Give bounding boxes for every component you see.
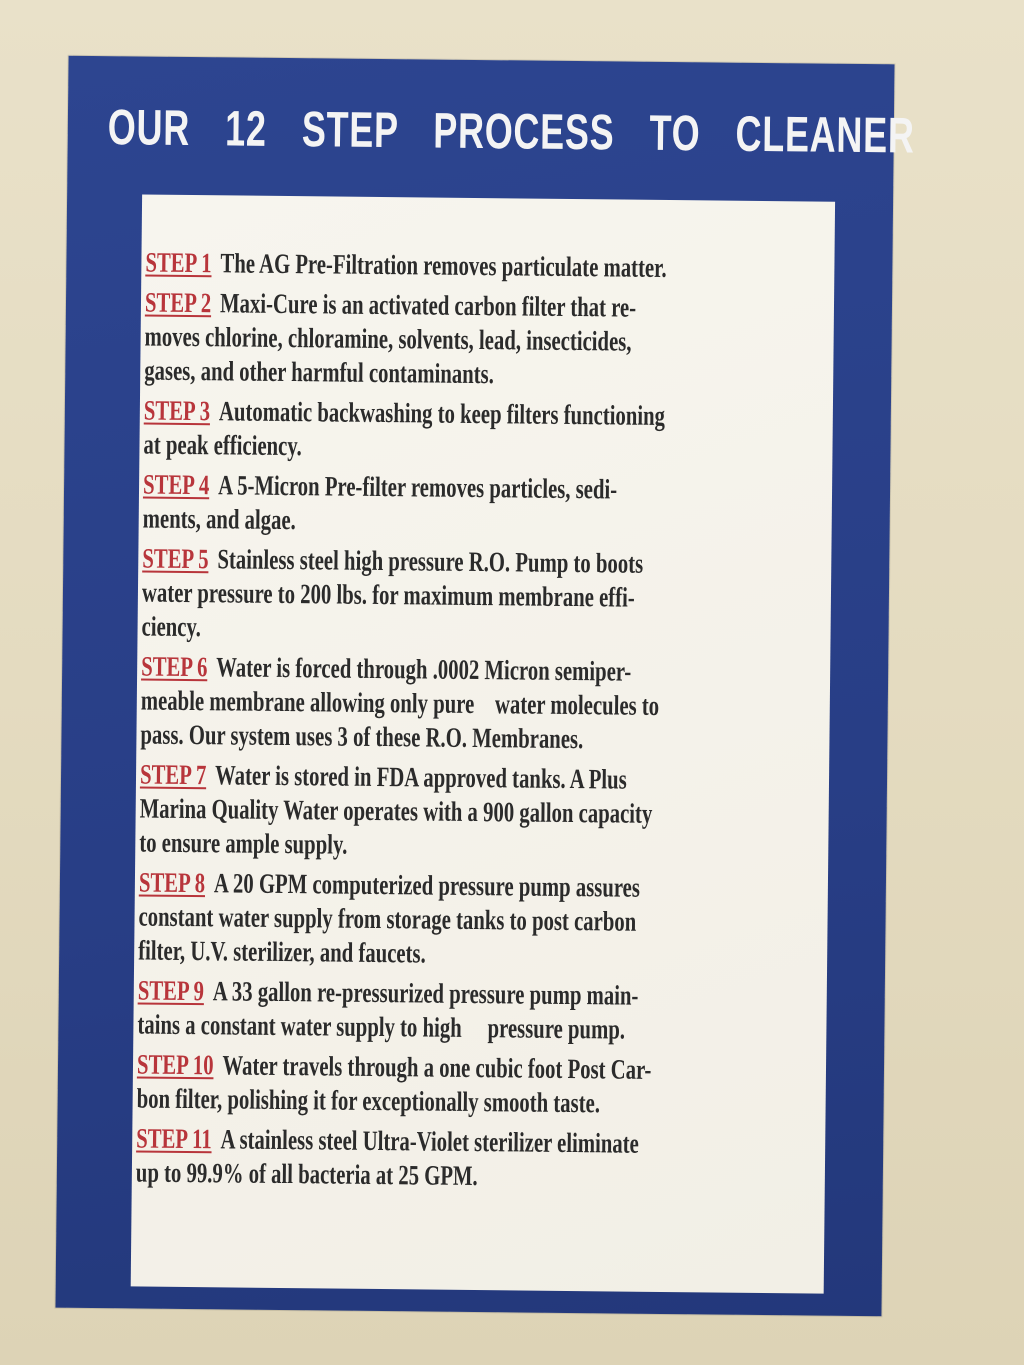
step-item: STEP 11 A stainless steel Ultra-Violet st… (136, 1122, 841, 1197)
step-line: STEP 6 Water is forced through .0002 Micr… (141, 651, 663, 690)
step-label: STEP 7 (139, 759, 207, 792)
step-label: STEP 2 (144, 287, 212, 320)
step-line: at peak efficiency. (143, 429, 665, 468)
step-label: STEP 6 (141, 651, 208, 684)
step-text: at peak efficiency. (143, 429, 302, 463)
step-line: constant water supply from storage tanks… (138, 900, 660, 939)
step-line: filter, U.V. sterilizer, and faucets. (138, 934, 660, 973)
step-line: STEP 5 Stainless steel high pressure R.O.… (142, 543, 664, 582)
sign-panel: OUR 12 STEP PROCESS TO CLEANER STEP 1 The… (55, 55, 915, 1317)
step-item: STEP 5 Stainless steel high pressure R.O.… (141, 543, 846, 652)
step-text: Water travels through a one cubic foot P… (222, 1050, 652, 1086)
step-line: STEP 10 Water travels through a one cubic… (137, 1048, 659, 1087)
step-label: STEP 11 (136, 1123, 212, 1156)
step-line: up to 99.9% of all bacteria at 25 GPM. (136, 1156, 658, 1195)
step-line: to ensure ample supply. (139, 826, 661, 865)
step-label: STEP 3 (143, 395, 211, 428)
step-text: moves chlorine, chloramine, solvents, le… (144, 321, 632, 358)
sign-title: OUR 12 STEP PROCESS TO CLEANER (107, 99, 915, 164)
step-text: water pressure to 200 lbs. for maximum m… (141, 577, 635, 614)
step-text: up to 99.9% of all bacteria at 25 GPM. (135, 1157, 478, 1193)
step-label: STEP 4 (142, 469, 210, 502)
step-line: moves chlorine, chloramine, solvents, le… (144, 321, 666, 360)
step-text: to ensure ample supply. (139, 827, 348, 861)
step-line: ments, and algae. (143, 503, 665, 542)
step-line: STEP 11 A stainless steel Ultra-Violet st… (136, 1122, 658, 1161)
step-text: Water is forced through .0002 Micron sem… (216, 652, 632, 688)
step-line: water pressure to 200 lbs. for maximum m… (142, 577, 664, 616)
step-line: pass. Our system uses 3 of these R.O. Me… (140, 719, 662, 758)
step-text: Maxi-Cure is an activated carbon filter … (219, 288, 637, 324)
step-text: gases, and other harmful contaminants. (144, 355, 495, 391)
step-text: tains a constant water supply to high pr… (137, 1009, 626, 1046)
steps-list: STEP 1 The AG Pre-Filtration removes part… (136, 247, 850, 1204)
step-line: ciency. (141, 611, 663, 650)
step-item: STEP 10 Water travels through a one cubic… (136, 1048, 841, 1123)
step-text: Marina Quality Water operates with a 900… (139, 793, 653, 830)
step-label: STEP 9 (137, 975, 205, 1008)
step-text: Automatic backwashing to keep filters fu… (218, 396, 666, 432)
step-text: Water is stored in FDA approved tanks. A… (214, 760, 627, 796)
step-line: tains a constant water supply to high pr… (137, 1008, 659, 1047)
step-text: ments, and algae. (142, 503, 296, 537)
step-line: bon filter, polishing it for exceptional… (136, 1082, 658, 1121)
step-label: STEP 5 (142, 543, 209, 576)
step-line: STEP 7 Water is stored in FDA approved ta… (140, 758, 662, 797)
step-text: A stainless steel Ultra-Violet sterilize… (220, 1124, 639, 1160)
step-text: meable membrane allowing only pure water… (140, 685, 660, 722)
step-text: pass. Our system uses 3 of these R.O. Me… (140, 719, 584, 756)
step-text: filter, U.V. sterilizer, and faucets. (138, 935, 426, 970)
step-line: meable membrane allowing only pure water… (141, 685, 663, 724)
step-label: STEP 1 (145, 247, 212, 280)
step-text: ciency. (141, 611, 202, 644)
step-text: A 5-Micron Pre-filter removes particles,… (218, 470, 618, 506)
step-text: Stainless steel high pressure R.O. Pump … (217, 544, 644, 580)
step-label: STEP 8 (138, 867, 206, 900)
steps-card: STEP 1 The AG Pre-Filtration removes part… (130, 194, 836, 1294)
step-line: STEP 1 The AG Pre-Filtration removes part… (145, 247, 667, 286)
step-text: A 20 GPM computerized pressure pump assu… (213, 868, 641, 904)
step-line: Marina Quality Water operates with a 900… (140, 792, 662, 831)
step-text: bon filter, polishing it for exceptional… (136, 1083, 601, 1120)
step-item: STEP 1 The AG Pre-Filtration removes part… (145, 247, 850, 288)
step-line: STEP 2 Maxi-Cure is an activated carbon f… (145, 287, 667, 326)
step-line: gases, and other harmful contaminants. (144, 355, 666, 394)
step-item: STEP 2 Maxi-Cure is an activated carbon f… (144, 287, 849, 396)
step-label: STEP 10 (136, 1049, 214, 1082)
step-item: STEP 7 Water is stored in FDA approved ta… (139, 758, 844, 867)
step-line: STEP 3 Automatic backwashing to keep filt… (144, 395, 666, 434)
step-item: STEP 6 Water is forced through .0002 Micr… (140, 651, 845, 760)
step-item: STEP 3 Automatic backwashing to keep filt… (143, 395, 848, 470)
step-text: A 33 gallon re-pressurized pressure pump… (212, 976, 639, 1012)
step-text: constant water supply from storage tanks… (138, 901, 637, 938)
step-text: The AG Pre-Filtration removes particulat… (220, 248, 667, 284)
